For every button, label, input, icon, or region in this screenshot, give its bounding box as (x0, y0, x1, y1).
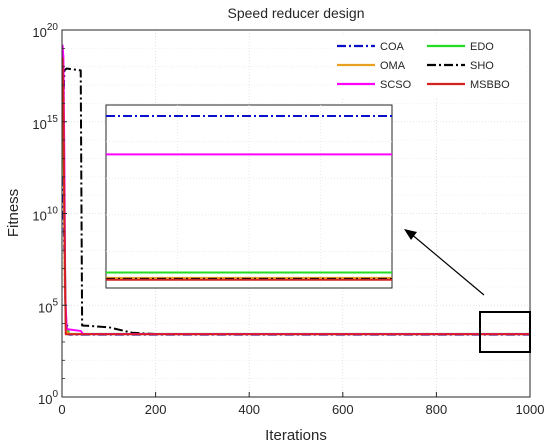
x-tick-label: 0 (58, 402, 65, 417)
series-layer (61, 44, 530, 336)
y-tick-label: 1015 (32, 114, 58, 132)
x-tick-label: 600 (332, 402, 354, 417)
legend-label-edo: EDO (470, 41, 494, 53)
inset-grid (106, 105, 392, 288)
x-axis-label: Iterations (265, 427, 327, 444)
x-tick-label: 200 (145, 402, 167, 417)
zoom-source-box (479, 311, 531, 353)
x-tick-label: 1000 (516, 402, 545, 417)
zoom-inset (105, 104, 393, 289)
x-tick-label: 800 (426, 402, 448, 417)
legend-label-oma: OMA (380, 60, 406, 72)
legend-label-sho: SHO (470, 60, 494, 72)
legend-label-msbbo: MSBBO (470, 79, 510, 91)
chart-title: Speed reducer design (228, 5, 365, 21)
inset-lines (106, 114, 392, 281)
legend-label-scso: SCSO (380, 79, 412, 91)
y-tick-label: 1020 (32, 22, 58, 40)
y-axis-label: Fitness (5, 189, 22, 237)
zoom-arrow-head (404, 229, 417, 240)
y-tick-label: 1010 (32, 206, 58, 224)
legend-label-coa: COA (380, 41, 405, 53)
legend: COA EDO OMA SHO SCSO MSBBO (333, 36, 525, 98)
y-tick-label: 105 (38, 297, 58, 315)
zoom-arrow-shaft (409, 232, 485, 296)
y-tick-label: 100 (38, 389, 58, 407)
x-tick-label: 400 (238, 402, 260, 417)
axis-ticks: 0 200 400 600 800 1000 100 105 1010 1015 1020 (32, 22, 544, 417)
